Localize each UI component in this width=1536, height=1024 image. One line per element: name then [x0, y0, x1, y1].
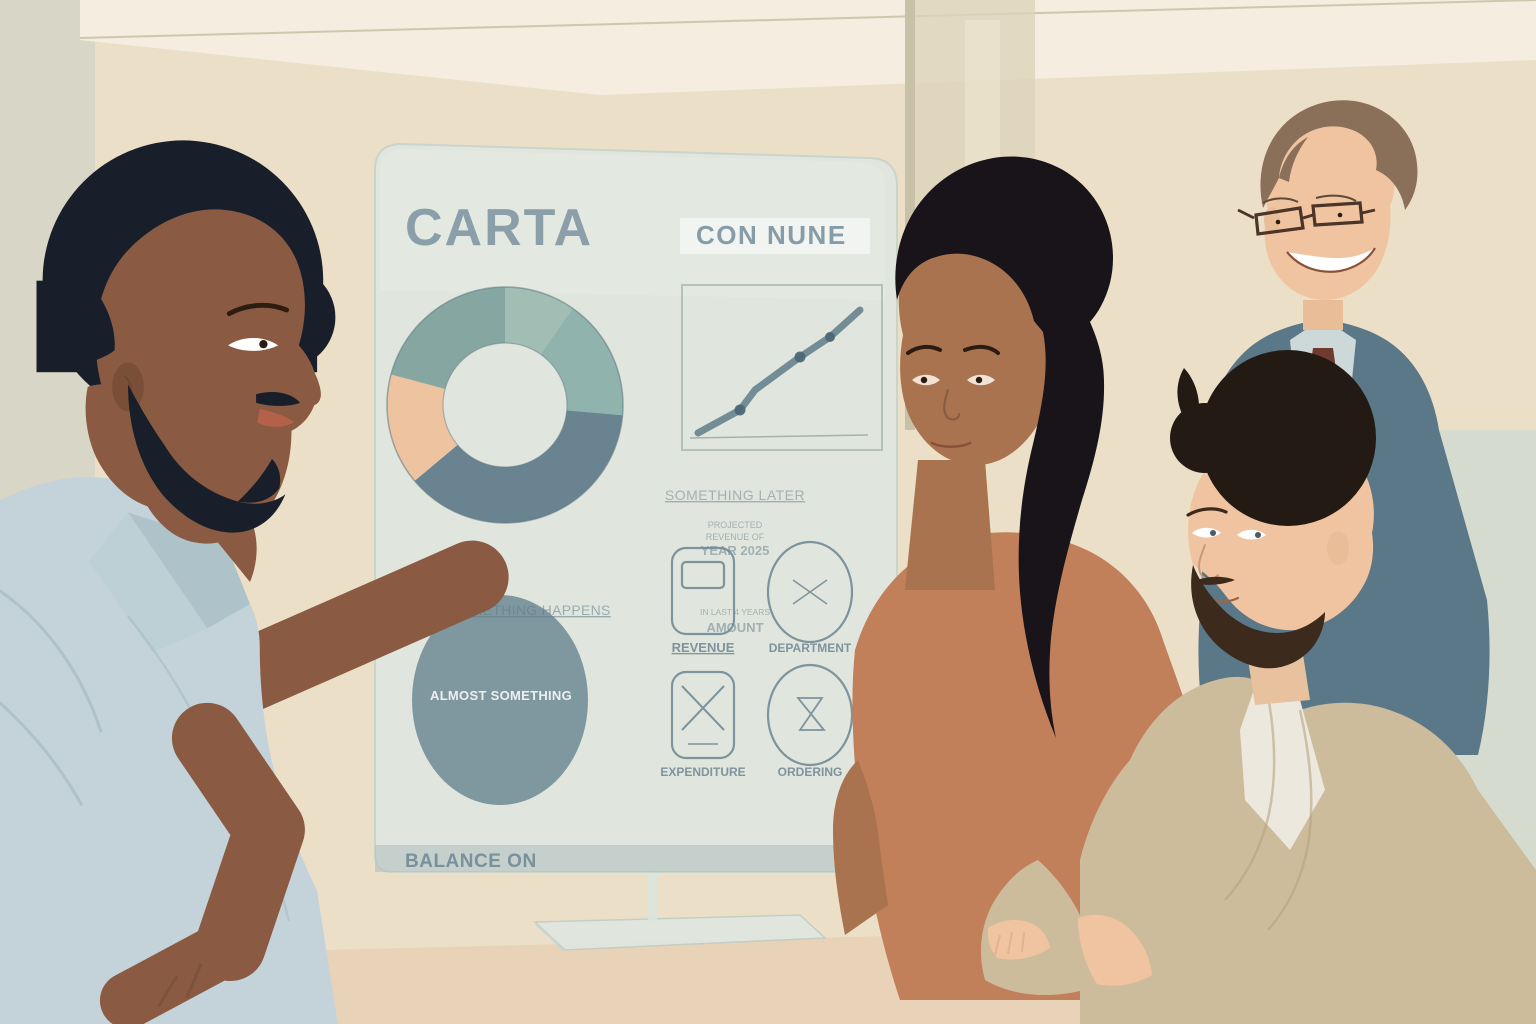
svg-text:CON NUNE: CON NUNE	[696, 220, 847, 250]
svg-text:AMOUNT: AMOUNT	[706, 620, 763, 635]
svg-text:REVENUE OF: REVENUE OF	[706, 532, 765, 542]
svg-text:ORDERING: ORDERING	[778, 765, 843, 779]
svg-text:YEAR 2025: YEAR 2025	[701, 543, 770, 558]
svg-text:BALANCE ON: BALANCE ON	[405, 851, 537, 872]
svg-text:DEPARTMENT: DEPARTMENT	[769, 641, 852, 655]
svg-text:ALMOST SOMETHING: ALMOST SOMETHING	[430, 688, 572, 703]
svg-text:IN LAST 4 YEARS: IN LAST 4 YEARS	[700, 607, 770, 617]
svg-text:SOMETHING LATER: SOMETHING LATER	[665, 487, 805, 503]
svg-text:PROJECTED: PROJECTED	[708, 520, 763, 530]
svg-text:CARTA: CARTA	[405, 199, 593, 257]
svg-text:EXPENDITURE: EXPENDITURE	[660, 765, 745, 779]
svg-text:REVENUE: REVENUE	[672, 640, 735, 655]
